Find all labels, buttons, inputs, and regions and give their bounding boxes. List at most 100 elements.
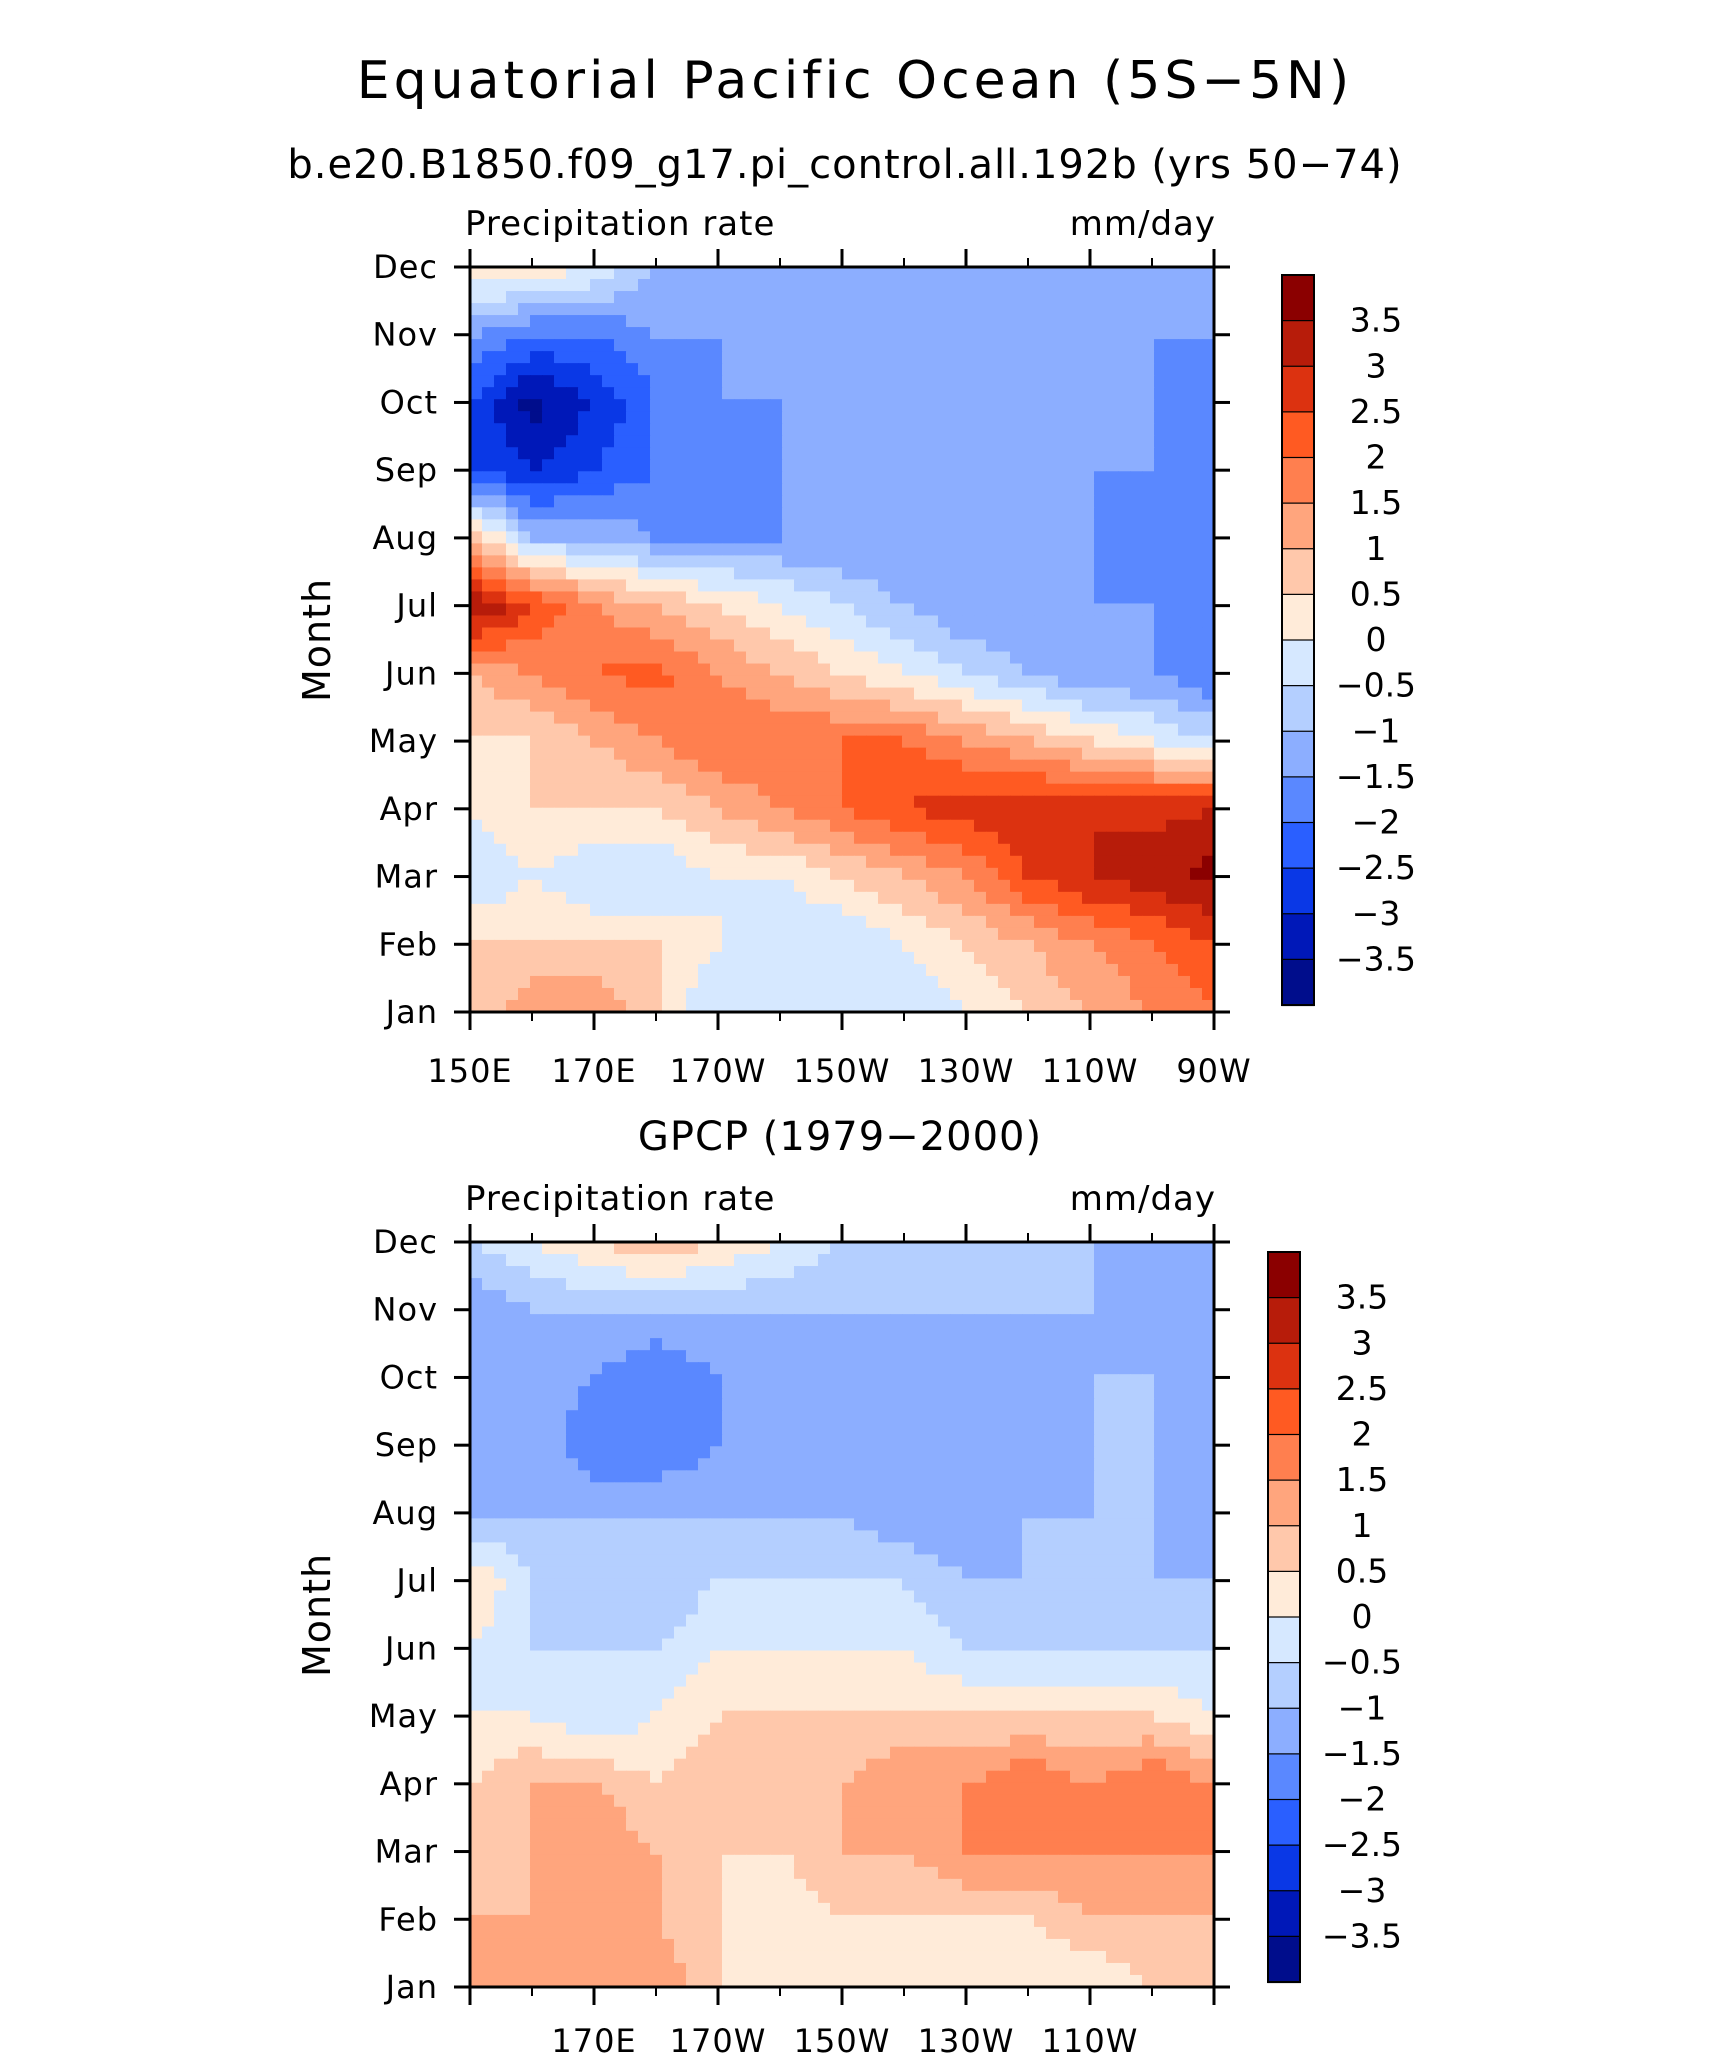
- heatmap-cell: [1022, 1326, 1035, 1339]
- heatmap-cell: [878, 615, 891, 629]
- heatmap-cell: [614, 291, 627, 304]
- heatmap-cell: [1202, 387, 1215, 400]
- heatmap-cell: [782, 1326, 795, 1339]
- heatmap-cell: [1142, 507, 1155, 520]
- heatmap-cell: [914, 459, 927, 472]
- heatmap-cell: [1070, 339, 1083, 352]
- heatmap-cell: [674, 663, 687, 677]
- heatmap-cell: [674, 651, 687, 665]
- heatmap-cell: [590, 759, 603, 773]
- heatmap-cell: [854, 687, 867, 701]
- heatmap-cell: [914, 1386, 927, 1399]
- heatmap-cell: [578, 1314, 591, 1327]
- heatmap-cell: [482, 759, 495, 773]
- colorbar-label: 0.5: [1350, 574, 1402, 613]
- heatmap-cell: [638, 471, 651, 484]
- heatmap-cell: [722, 783, 735, 797]
- heatmap-cell: [746, 759, 759, 773]
- heatmap-cell: [1046, 939, 1059, 953]
- heatmap-cell: [1046, 495, 1059, 508]
- heatmap-cell: [1022, 1266, 1035, 1279]
- heatmap-cell: [1046, 483, 1059, 496]
- heatmap-cell: [578, 1410, 591, 1423]
- heatmap-cell: [1034, 519, 1047, 532]
- heatmap-cell: [662, 723, 675, 737]
- heatmap-cell: [974, 399, 987, 412]
- heatmap-cell: [662, 543, 675, 556]
- heatmap-cell: [1106, 1338, 1119, 1351]
- heatmap-cell: [782, 663, 795, 677]
- heatmap-cell: [1166, 939, 1179, 953]
- heatmap-cell: [1166, 339, 1179, 352]
- heatmap-cell: [1202, 1338, 1215, 1351]
- heatmap-cell: [1058, 663, 1071, 677]
- heatmap-cell: [770, 1314, 783, 1327]
- heatmap-cell: [1130, 1362, 1143, 1375]
- heatmap-cell: [794, 759, 807, 773]
- heatmap-cell: [1118, 1422, 1131, 1435]
- heatmap-cell: [734, 915, 747, 929]
- heatmap-cell: [986, 783, 999, 797]
- heatmap-cell: [914, 507, 927, 520]
- heatmap-cell: [638, 675, 651, 689]
- heatmap-cell: [1202, 447, 1215, 460]
- heatmap-cell: [614, 387, 627, 400]
- heatmap-cell: [950, 687, 963, 701]
- heatmap-cell: [734, 807, 747, 821]
- heatmap-cell: [590, 483, 603, 496]
- heatmap-cell: [1022, 1242, 1035, 1255]
- heatmap-cell: [506, 663, 519, 677]
- heatmap-cell: [854, 303, 867, 316]
- heatmap-cell: [866, 675, 879, 689]
- heatmap-cell: [806, 303, 819, 316]
- heatmap-cell: [938, 483, 951, 496]
- heatmap-cell: [866, 363, 879, 376]
- heatmap-cell: [974, 375, 987, 388]
- heatmap-cell: [842, 435, 855, 448]
- heatmap-cell: [938, 747, 951, 761]
- heatmap-cell: [470, 639, 483, 653]
- heatmap-cell: [1154, 1326, 1167, 1339]
- heatmap-cell: [914, 327, 927, 340]
- heatmap-cell: [482, 447, 495, 460]
- heatmap-cell: [554, 1350, 567, 1363]
- heatmap-cell: [698, 267, 711, 280]
- heatmap-cell: [842, 1434, 855, 1447]
- heatmap-cell: [626, 423, 639, 436]
- heatmap-cell: [470, 723, 483, 737]
- heatmap-cell: [698, 1254, 711, 1267]
- heatmap-cell: [674, 1266, 687, 1279]
- heatmap-cell: [830, 507, 843, 520]
- heatmap-cell: [1154, 711, 1167, 725]
- heatmap-cell: [914, 939, 927, 953]
- heatmap-cell: [1034, 903, 1047, 917]
- heatmap-cell: [1094, 1374, 1107, 1387]
- heatmap-cell: [1154, 1302, 1167, 1315]
- heatmap-cell: [914, 867, 927, 881]
- heatmap-cell: [554, 423, 567, 436]
- heatmap-cell: [578, 387, 591, 400]
- heatmap-cell: [470, 795, 483, 809]
- heatmap-cell: [698, 675, 711, 689]
- heatmap-cell: [938, 1314, 951, 1327]
- heatmap-cell: [974, 327, 987, 340]
- heatmap-cell: [1118, 999, 1131, 1013]
- heatmap-cell: [878, 771, 891, 785]
- heatmap-cell: [542, 807, 555, 821]
- heatmap-cell: [494, 615, 507, 629]
- heatmap-cell: [482, 1362, 495, 1375]
- heatmap-cell: [890, 435, 903, 448]
- heatmap-cell: [914, 891, 927, 905]
- heatmap-cell: [686, 279, 699, 292]
- heatmap-cell: [518, 795, 531, 809]
- heatmap-cell: [842, 735, 855, 749]
- heatmap-cell: [974, 663, 987, 677]
- heatmap-cell: [674, 1278, 687, 1291]
- heatmap-cell: [806, 651, 819, 665]
- heatmap-cell: [578, 795, 591, 809]
- heatmap-cell: [518, 363, 531, 376]
- heatmap-cell: [914, 375, 927, 388]
- heatmap-cell: [650, 1422, 663, 1435]
- heatmap-cell: [1202, 687, 1215, 701]
- heatmap-cell: [962, 951, 975, 965]
